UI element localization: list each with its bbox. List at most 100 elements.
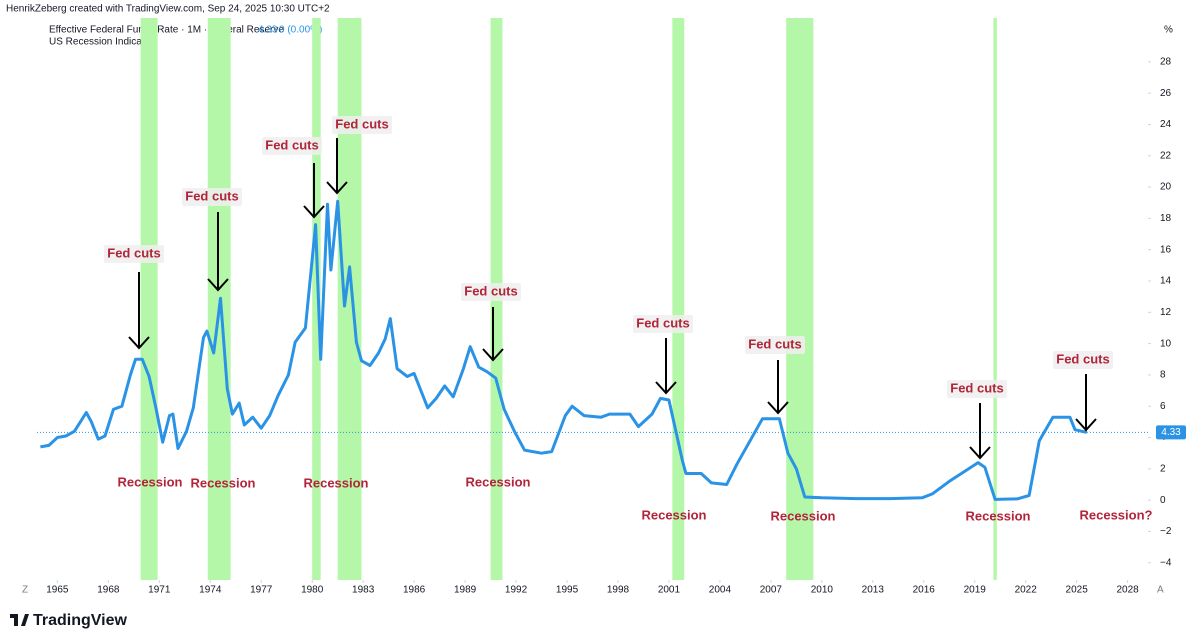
header: HenrikZeberg created with TradingView.co… [6,4,330,15]
y-tick-label: 12 [1160,307,1172,318]
y-tick-label: 6 [1160,401,1166,412]
y-tick-label: 22 [1160,150,1172,161]
x-tick-label: 1995 [556,585,579,596]
x-tick-label: 2028 [1116,585,1139,596]
x-tick-label: 1983 [352,585,375,596]
series-line [40,199,1088,501]
annotation-text: Fed cuts [107,245,160,260]
annotation-arrowhead [969,446,991,460]
recession-label: Recession [965,508,1030,523]
brand-name: TradingView [33,612,128,629]
x-tick-label: 1977 [250,585,273,596]
y-tick-label: 24 [1160,119,1172,130]
y-tick-label: 10 [1160,338,1172,349]
annotation-bg [461,283,521,301]
annotation: Fed cuts [461,283,521,362]
last-value-box [1156,425,1186,440]
last-value-label: 4.33 [1161,427,1181,438]
annotation-bg [633,315,693,333]
annotation: Fed cuts [633,315,693,395]
annotation-arrowhead [767,401,789,415]
x-tick-label: 1989 [454,585,477,596]
x-tick-label: 1971 [148,585,171,596]
annotation-text: Fed cuts [265,137,318,152]
overlay: −4−2024681012141618202224262819651968197… [46,56,1186,596]
x-tick-label: 1998 [607,585,630,596]
x-tick-label: 2025 [1066,585,1089,596]
recession-band [337,18,362,580]
x-tick-label: 2007 [760,585,783,596]
plot [37,199,1148,501]
annotation-bg [745,336,805,354]
annotation-text: Fed cuts [185,188,238,203]
annotation: Fed cuts [745,336,805,415]
recession-label: Recession [641,507,706,522]
annotation: Fed cuts [262,137,325,219]
x-tick-label: 1968 [97,585,120,596]
x-tick-label: 1965 [46,585,69,596]
annotation: Fed cuts [104,245,164,350]
x-tick-label: 1992 [505,585,528,596]
x-tick-label: 2004 [709,585,732,596]
y-tick-label: 16 [1160,244,1172,255]
annotation-bg [182,188,242,206]
x-tick-label: 2010 [811,585,834,596]
legend-series: Effective Federal Funds Rate · 1M · Fede… [49,25,284,36]
recession-band [672,18,685,580]
x-tick-label: 2022 [1015,585,1038,596]
logo-icon [10,614,29,626]
legend-value: 4.33 [258,25,278,36]
legend-change: 0 (0.00%) [279,25,322,36]
legend-recession: US Recession Indicator [49,37,154,48]
recession-label: Recession [190,475,255,490]
annotation-bg [947,380,1007,398]
recession-band [786,18,814,580]
annotation-text: Fed cuts [464,283,517,298]
y-tick-label: 26 [1160,88,1172,99]
y-tick-label: 28 [1160,56,1172,67]
recession-label: Recession [465,474,530,489]
annotation-text: Fed cuts [636,315,689,330]
annotation-arrowhead [1075,418,1097,432]
recession-label: Recession [303,475,368,490]
annotation-arrowhead [303,205,325,219]
recession-label: Recession [117,474,182,489]
y-tick-label: 20 [1160,182,1172,193]
annotation-text: Fed cuts [1056,351,1109,366]
recession-label: Recession? [1080,507,1153,522]
annotation: Fed cuts [947,380,1007,460]
recession-band [993,18,997,580]
annotation-bg [1053,351,1113,369]
annotation-arrowhead [655,381,677,395]
x-tick-label: 2019 [964,585,987,596]
x-tick-label: 1974 [199,585,222,596]
annotation-text: Fed cuts [950,380,1003,395]
annotation-bg [332,116,392,134]
y-tick-label: −2 [1160,526,1172,537]
annotation: Fed cuts [326,116,392,195]
y-tick-label: −4 [1160,557,1172,568]
recession-band [140,18,158,580]
annotation-arrowhead [128,336,150,350]
annotation-text: Fed cuts [748,336,801,351]
brand-logo: TradingView [10,612,128,629]
annotation-arrowhead [482,348,504,362]
annotation-arrowhead [207,278,229,292]
x-tick-label: 2001 [658,585,681,596]
annotation-arrowhead [326,181,348,195]
x-tick-label: 2013 [862,585,885,596]
annotation-text: Fed cuts [335,116,388,131]
annotation: Fed cuts [182,188,242,292]
x-tick-label: 1980 [301,585,324,596]
corner-button[interactable]: Z [22,585,28,596]
annotation-bg [262,137,322,155]
y-tick-label: 0 [1160,495,1166,506]
y-tick-label: 2 [1160,463,1166,474]
corner-button[interactable]: A [1157,585,1164,596]
y-unit: % [1164,25,1173,36]
y-tick-label: 14 [1160,276,1172,287]
y-tick-label: 8 [1160,370,1166,381]
recession-band [312,18,321,580]
y-tick-label: 18 [1160,213,1172,224]
